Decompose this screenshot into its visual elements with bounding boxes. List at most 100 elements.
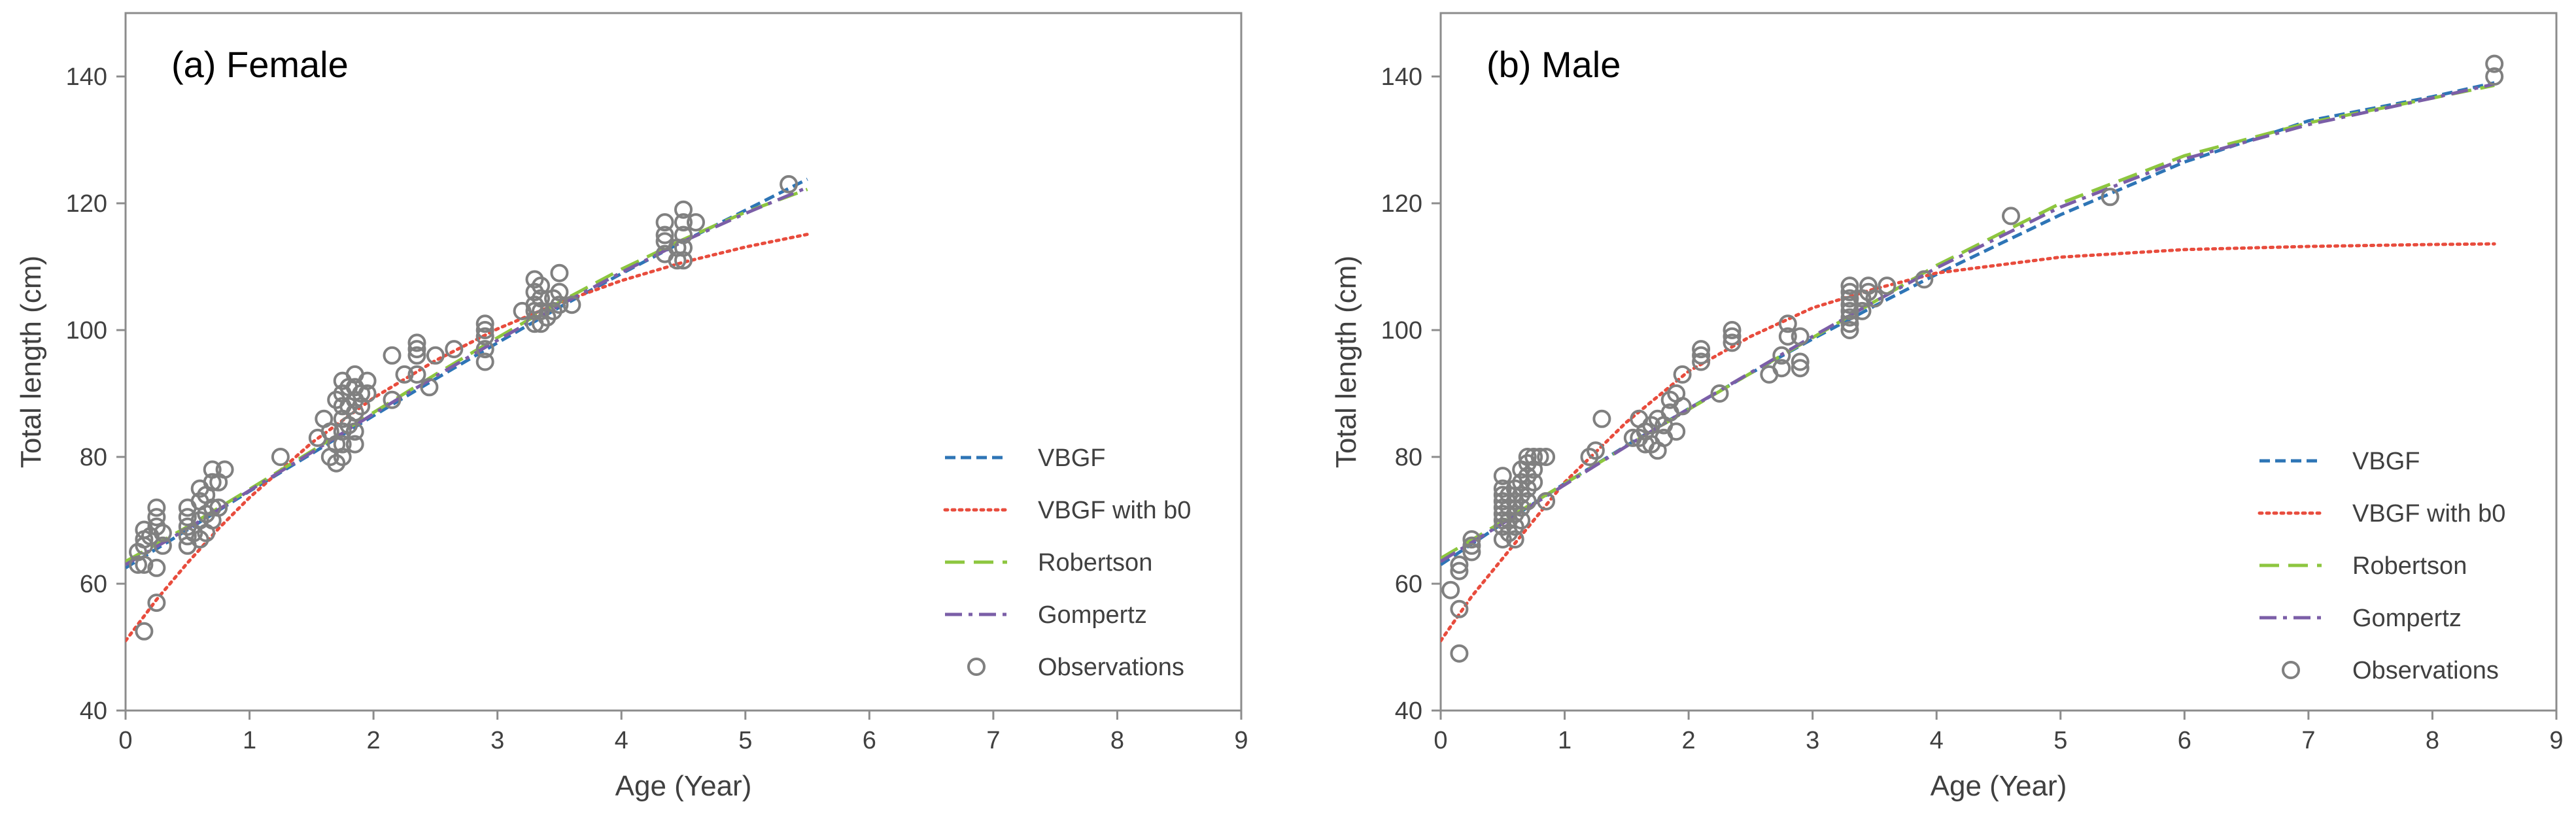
observation-point — [1518, 479, 1537, 498]
observation-point — [532, 289, 550, 308]
observation-point — [445, 340, 464, 359]
observation-point — [525, 295, 544, 314]
observation-point — [1791, 352, 1810, 371]
observation-point — [674, 251, 693, 270]
observation-point — [475, 321, 494, 339]
observation-point — [147, 594, 166, 612]
observation-point — [475, 340, 494, 359]
observation-point — [1505, 530, 1524, 549]
observation-point — [674, 238, 693, 257]
y-tick-label: 100 — [66, 317, 107, 344]
observation-point — [550, 263, 569, 282]
y-tick-label: 120 — [66, 190, 107, 218]
observation-point — [358, 384, 377, 403]
observation-point — [1840, 301, 1859, 320]
observation-point — [1512, 498, 1531, 517]
plot-area-frame — [1439, 12, 2558, 712]
observation-point — [1505, 492, 1524, 511]
observation-point — [674, 200, 693, 219]
observation-point — [1493, 467, 1512, 486]
observation-point — [327, 454, 346, 473]
observation-point — [339, 397, 358, 416]
observation-point — [1505, 505, 1524, 524]
observation-point — [780, 175, 799, 193]
y-tick-label: 100 — [1381, 317, 1422, 344]
observation-point — [358, 371, 377, 390]
observation-point — [147, 517, 166, 536]
observation-point — [1530, 448, 1549, 466]
observation-point — [1450, 561, 1469, 580]
observation-point — [1586, 441, 1605, 460]
panel-label: (a) Female — [171, 44, 349, 85]
observation-point — [383, 390, 402, 409]
observation-point — [2101, 188, 2120, 207]
observation-point — [674, 226, 693, 244]
legend-label-vbgf-with-b0: VBGF with b0 — [2352, 500, 2505, 528]
observation-point — [147, 498, 166, 517]
legend-label-vbgf: VBGF — [1038, 444, 1105, 472]
legend: VBGF VBGF with b0 Robertson Gompertz Observa… — [943, 444, 1191, 681]
observation-point — [2485, 54, 2504, 73]
observation-point — [1840, 289, 1859, 308]
observation-point — [550, 295, 569, 314]
legend-label-observations: Observations — [2352, 657, 2499, 684]
observation-point — [1692, 340, 1711, 359]
observation-point — [420, 378, 439, 397]
observation-point — [1524, 473, 1543, 492]
x-tick-label: 9 — [2549, 727, 2563, 754]
observation-point — [1518, 467, 1537, 486]
legend-swatch-observations — [967, 658, 986, 676]
x-tick-label: 9 — [1234, 727, 1248, 754]
plot-area-frame — [124, 12, 1243, 712]
observation-point — [345, 422, 364, 441]
observation-point — [1524, 448, 1543, 466]
observation-point — [1791, 359, 1810, 378]
x-axis-title: Age (Year) — [615, 770, 752, 802]
panel-label: (b) Male — [1486, 44, 1621, 85]
observation-point — [203, 498, 222, 517]
x-tick-label: 8 — [2426, 727, 2439, 754]
x-tick-label: 3 — [490, 727, 504, 754]
observation-point — [1778, 327, 1797, 346]
x-tick-label: 3 — [1806, 727, 1819, 754]
observation-point — [1915, 270, 1934, 289]
observation-point — [674, 213, 693, 232]
y-tick-label: 60 — [1395, 571, 1422, 598]
observation-point — [538, 308, 557, 327]
legend-swatch-observations — [2282, 661, 2300, 679]
observation-point — [562, 295, 581, 314]
y-tick-label: 140 — [66, 63, 107, 91]
observation-point — [1772, 359, 1791, 378]
observation-point — [345, 435, 364, 454]
legend-label-robertson: Robertson — [2352, 552, 2467, 580]
observation-point — [1493, 479, 1512, 498]
observation-point — [475, 327, 494, 346]
observation-point — [2002, 207, 2020, 226]
observation-point — [147, 508, 166, 527]
observation-point — [147, 558, 166, 577]
observation-point — [1840, 276, 1859, 295]
observation-point — [655, 213, 674, 232]
observation-point — [1778, 314, 1797, 333]
observation-point — [1493, 517, 1512, 536]
observation-point — [129, 555, 147, 574]
x-tick-label: 0 — [118, 727, 132, 754]
observation-point — [1537, 448, 1556, 466]
observation-point — [1462, 530, 1481, 549]
observation-point — [1791, 327, 1810, 346]
observation-point — [1505, 517, 1524, 536]
observation-point — [407, 340, 426, 359]
observation-point — [2485, 67, 2504, 86]
x-tick-label: 6 — [2178, 727, 2191, 754]
x-tick-label: 1 — [1558, 727, 1571, 754]
x-tick-label: 7 — [986, 727, 1000, 754]
observation-point — [1840, 314, 1859, 333]
observation-point — [1493, 530, 1512, 549]
x-tick-label: 4 — [1930, 727, 1944, 754]
legend-label-robertson: Robertson — [1038, 549, 1152, 577]
observation-point — [1592, 409, 1611, 428]
x-tick-label: 8 — [1110, 727, 1124, 754]
observation-point — [333, 448, 352, 466]
observation-point — [1840, 321, 1859, 339]
